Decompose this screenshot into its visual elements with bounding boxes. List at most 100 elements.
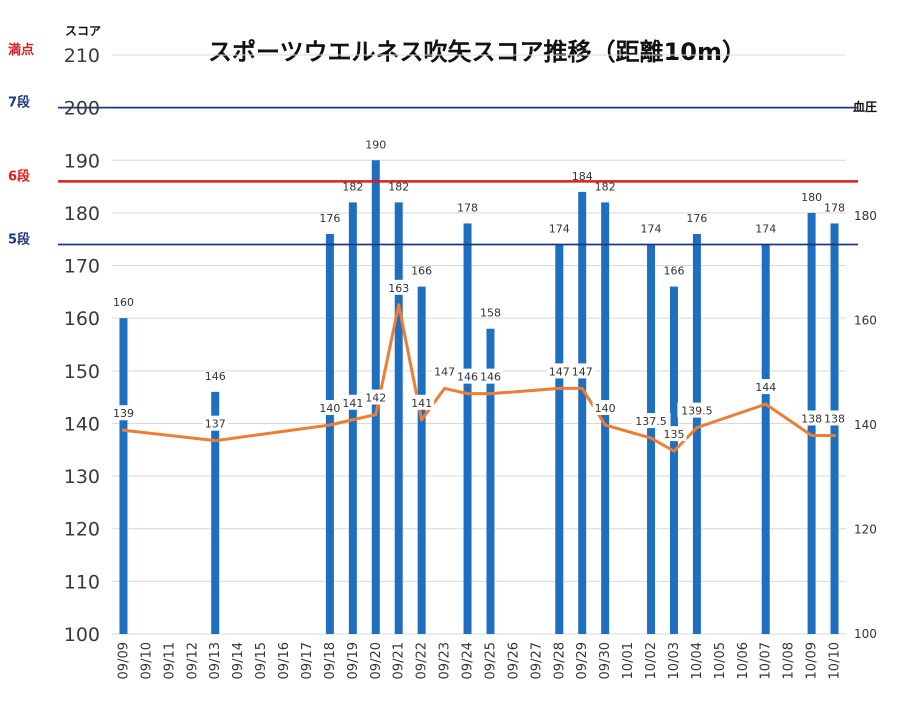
blood-pressure-point xyxy=(351,418,355,422)
x-tick-label: 09/19 xyxy=(346,642,361,679)
x-tick-label: 10/02 xyxy=(644,642,659,679)
level-label: 5段 xyxy=(8,231,30,247)
line-label-bg xyxy=(432,363,458,379)
x-tick-label: 10/06 xyxy=(736,642,751,679)
line-value-label: 147 xyxy=(434,365,455,378)
line-value-label: 137.5 xyxy=(635,415,667,428)
x-tick-label: 09/13 xyxy=(208,642,223,679)
score-bar xyxy=(348,202,357,634)
line-label-bg xyxy=(822,410,848,426)
line-value-label: 137 xyxy=(205,418,226,431)
score-bar xyxy=(555,244,564,634)
y-tick-label: 120 xyxy=(64,519,100,541)
level-label: 7段 xyxy=(8,95,30,111)
y-axis-label: スコア xyxy=(65,24,101,38)
bar-value-label: 180 xyxy=(801,191,822,204)
score-bar xyxy=(578,191,587,634)
y-tick-label: 180 xyxy=(64,203,100,225)
axis-ticks: 100 110 120 130 140 150 160 170 180 190 200 210 100 1… xyxy=(64,45,877,679)
line-value-label: 146 xyxy=(480,371,501,384)
line-value-label: 139.5 xyxy=(681,405,713,418)
line-value-label: 147 xyxy=(572,365,593,378)
x-tick-label: 10/09 xyxy=(805,642,820,679)
x-tick-label: 09/25 xyxy=(483,642,498,679)
x-tick-label: 10/01 xyxy=(621,642,636,679)
line-label-bg xyxy=(753,379,779,395)
bar-value-label: 166 xyxy=(411,265,432,278)
chart-title: スポーツウエルネス吹矢スコア推移（距離10m） xyxy=(208,38,746,66)
score-bar xyxy=(761,244,770,634)
line-value-label: 141 xyxy=(411,397,432,410)
blood-pressure-point xyxy=(603,423,607,427)
line-label-bg xyxy=(340,394,366,410)
line-value-label: 146 xyxy=(457,371,478,384)
bar-value-label: 182 xyxy=(595,180,616,193)
line-label-bg xyxy=(477,368,503,384)
level-label: 6段 xyxy=(8,168,30,184)
bar-value-label: 174 xyxy=(755,222,776,235)
line-label-bg xyxy=(661,426,687,442)
score-bar xyxy=(669,286,678,634)
x-tick-label: 09/11 xyxy=(162,642,177,679)
line-label-bg xyxy=(569,363,595,379)
line-value-label: 141 xyxy=(342,397,363,410)
line-value-label: 139 xyxy=(113,407,134,420)
line-label-bg xyxy=(455,368,481,384)
bar-value-label: 158 xyxy=(480,307,501,320)
line-value-label: 142 xyxy=(365,392,386,405)
level-label: 満点 xyxy=(8,42,34,58)
score-bar xyxy=(486,328,495,634)
score-bar xyxy=(211,391,220,634)
x-tick-label: 09/30 xyxy=(598,642,613,679)
x-tick-label: 09/24 xyxy=(461,642,476,679)
y-tick-label: 200 xyxy=(64,98,100,120)
x-tick-label: 09/15 xyxy=(254,642,269,679)
line-label-bg xyxy=(363,389,389,405)
bar-value-label: 178 xyxy=(824,201,845,214)
y-tick-label: 160 xyxy=(64,308,100,330)
line-label-bg xyxy=(631,413,671,429)
x-tick-label: 09/12 xyxy=(185,642,200,679)
y-tick-label: 100 xyxy=(64,624,100,646)
bar-value-label: 176 xyxy=(686,212,707,225)
x-tick-label: 10/04 xyxy=(690,642,705,679)
blood-pressure-point xyxy=(121,428,125,432)
blood-pressure-point xyxy=(443,386,447,390)
level-reference-lines: 満点 7段 6段 5段 xyxy=(8,42,858,247)
y2-tick-label: 180 xyxy=(854,209,877,223)
line-label-bg xyxy=(592,400,618,415)
y2-tick-label: 160 xyxy=(854,314,877,328)
y-tick-label: 110 xyxy=(64,571,100,593)
blood-pressure-point xyxy=(397,303,401,307)
x-tick-label: 09/18 xyxy=(323,642,338,679)
bar-value-label: 166 xyxy=(663,265,684,278)
gridlines xyxy=(112,54,846,635)
blood-pressure-line xyxy=(121,303,837,453)
bar-value-label: 174 xyxy=(549,222,570,235)
blood-pressure-point xyxy=(488,392,492,396)
score-bar xyxy=(325,233,334,635)
y-tick-label: 190 xyxy=(64,150,100,172)
score-bar xyxy=(830,223,839,634)
score-bar xyxy=(119,318,128,634)
blood-pressure-point xyxy=(213,439,217,443)
line-value-label: 138 xyxy=(801,412,822,425)
line-label-bg xyxy=(202,415,228,431)
score-bar xyxy=(463,223,472,634)
line-value-label: 147 xyxy=(549,365,570,378)
y2-tick-label: 120 xyxy=(854,523,877,537)
score-bar xyxy=(601,202,610,634)
data-labels: 1601461761821901821661781581741841821741… xyxy=(110,138,848,442)
x-tick-label: 09/27 xyxy=(529,642,544,679)
blood-pressure-point xyxy=(328,423,332,427)
blood-pressure-point xyxy=(466,392,470,396)
bar-value-label: 160 xyxy=(113,296,134,309)
blood-pressure-point xyxy=(374,413,378,417)
bar-value-label: 182 xyxy=(342,180,363,193)
x-tick-label: 09/20 xyxy=(369,642,384,679)
line-label-bg xyxy=(546,363,572,379)
bar-value-label: 184 xyxy=(572,170,593,183)
line-label-bg xyxy=(799,410,825,426)
x-tick-label: 09/26 xyxy=(506,642,521,679)
